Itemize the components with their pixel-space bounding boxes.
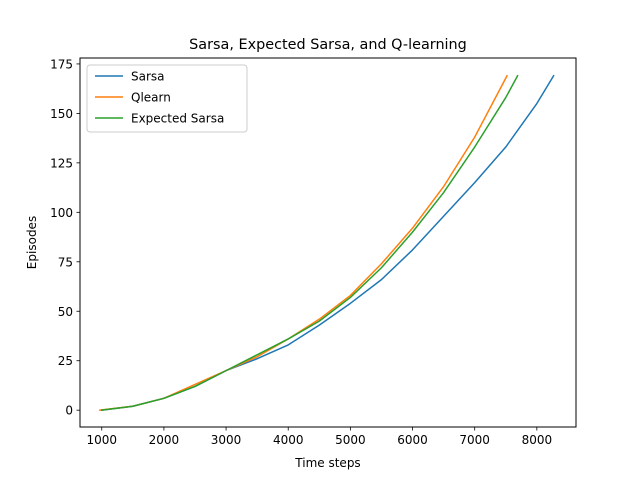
- legend-label-sarsa: Sarsa: [131, 70, 165, 84]
- y-tick-label: 75: [58, 255, 73, 269]
- plot-frame: [79, 57, 577, 428]
- x-tick-label: 8000: [522, 433, 553, 447]
- legend: Sarsa Qlearn Expected Sarsa: [86, 64, 248, 133]
- y-tick-label: 0: [65, 404, 73, 418]
- x-tick-label: 2000: [149, 433, 180, 447]
- y-tick-label: 25: [58, 354, 73, 368]
- legend-label-qlearn: Qlearn: [131, 91, 171, 105]
- y-axis-label: Episodes: [25, 216, 39, 269]
- series-line-expected-sarsa: [100, 74, 519, 412]
- y-tick-label: 125: [50, 156, 73, 170]
- y-tick-label: 175: [50, 57, 73, 71]
- x-tick-label: 1000: [86, 433, 117, 447]
- legend-box: [86, 64, 248, 133]
- x-tick-label: 7000: [459, 433, 490, 447]
- series-layer: [99, 74, 555, 412]
- x-axis-label: Time steps: [294, 456, 360, 470]
- x-tick-label: 6000: [397, 433, 428, 447]
- y-tick-label: 100: [50, 206, 73, 220]
- y-tick-label: 150: [50, 107, 73, 121]
- x-tick-label: 5000: [335, 433, 366, 447]
- x-tick-label: 4000: [273, 433, 304, 447]
- legend-label-expected-sarsa: Expected Sarsa: [131, 112, 224, 126]
- chart-title: Sarsa, Expected Sarsa, and Q-learning: [189, 37, 467, 53]
- y-tick-label: 50: [58, 305, 73, 319]
- x-axis-ticks: 1000 2000 3000 4000 5000 6000 7000 8000: [86, 427, 552, 447]
- x-tick-label: 3000: [211, 433, 242, 447]
- y-axis-ticks: 0 25 50 75 100 125 150 175: [50, 57, 80, 418]
